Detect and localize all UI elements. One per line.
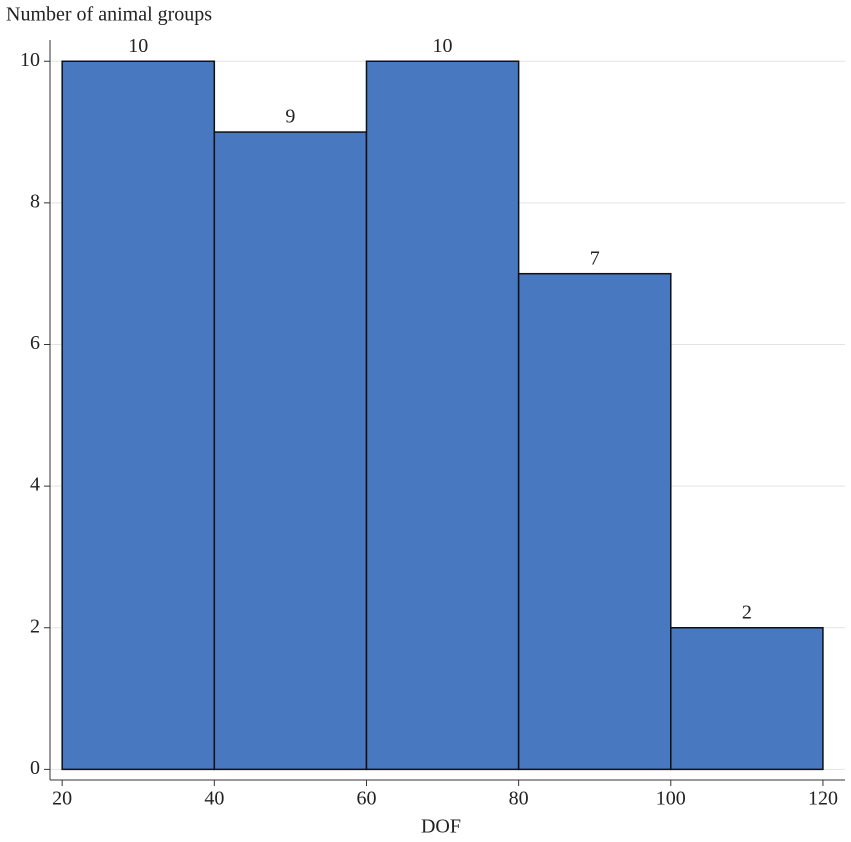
bar bbox=[517, 272, 672, 771]
x-tick-label: 20 bbox=[52, 788, 72, 810]
bar bbox=[365, 60, 520, 771]
data-label: 10 bbox=[128, 35, 148, 57]
data-label: 10 bbox=[433, 35, 453, 57]
bar bbox=[670, 627, 824, 771]
data-label: 2 bbox=[742, 601, 752, 623]
data-label: 7 bbox=[590, 247, 600, 269]
x-tick-label: 60 bbox=[356, 788, 376, 810]
x-axis-title: DOF bbox=[421, 816, 461, 838]
bar bbox=[61, 60, 216, 771]
y-tick-label: 10 bbox=[20, 49, 40, 71]
y-axis-title: Number of animal groups bbox=[6, 4, 212, 26]
bar bbox=[213, 131, 368, 771]
x-tick-label: 100 bbox=[656, 788, 686, 810]
x-tick-label: 80 bbox=[509, 788, 529, 810]
data-label: 9 bbox=[285, 106, 295, 128]
y-tick-label: 4 bbox=[30, 474, 40, 496]
y-tick-label: 8 bbox=[30, 190, 40, 212]
x-tick-label: 120 bbox=[808, 788, 838, 810]
y-tick-label: 0 bbox=[30, 757, 40, 779]
x-tick-label: 40 bbox=[204, 788, 224, 810]
y-tick-label: 2 bbox=[30, 615, 40, 637]
y-tick-label: 6 bbox=[30, 332, 40, 354]
